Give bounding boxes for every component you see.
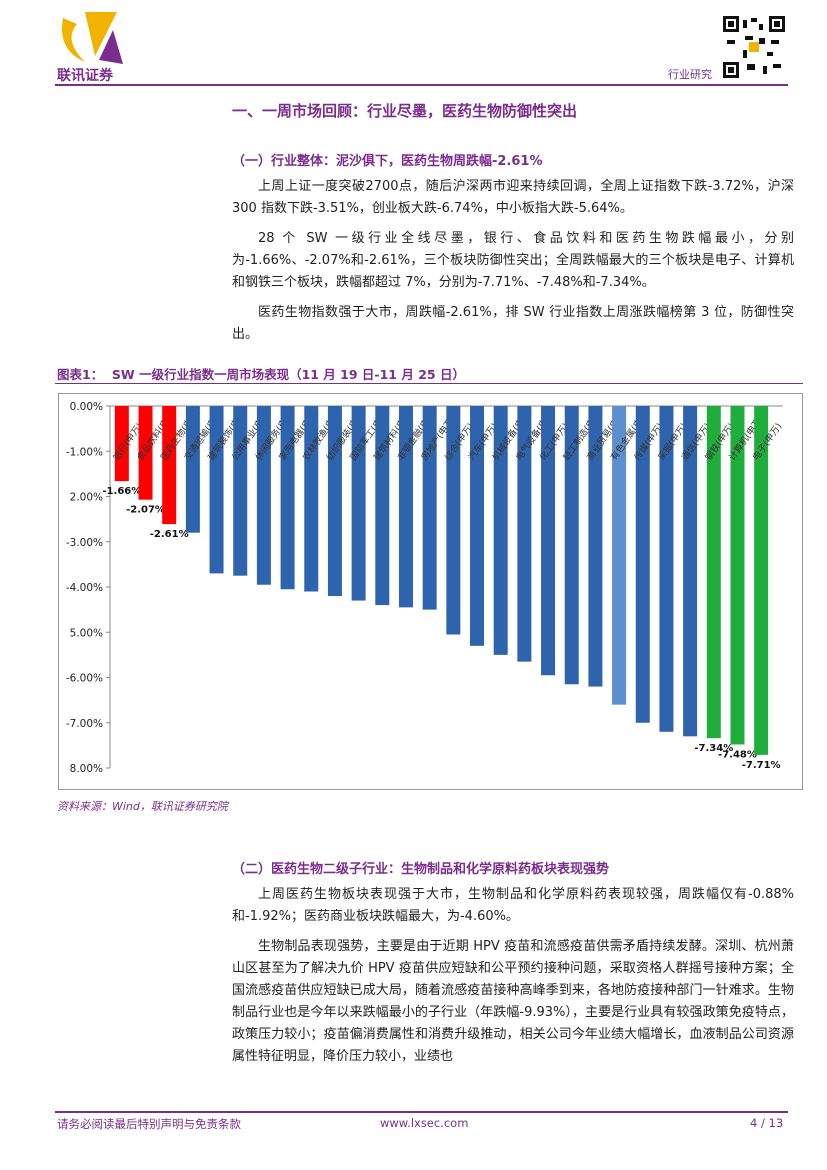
bar <box>517 406 532 662</box>
paragraph: 上周上证一度突破2700点，随后沪深两市迎来持续回调，全周上证指数下跌-3.72… <box>232 179 794 216</box>
bar <box>162 406 177 525</box>
bar <box>564 406 579 685</box>
bar <box>138 406 153 500</box>
disclaimer: 请务必阅读最后特别声明与免责条款 <box>57 1117 241 1131</box>
bar <box>422 406 437 610</box>
y-tick-label: 5.00% <box>70 627 103 639</box>
caption-rule <box>55 383 803 384</box>
bar <box>683 406 698 737</box>
bar <box>304 406 319 592</box>
bar <box>114 406 129 482</box>
chart: 0.00% -1.00% 2.00% -3.00% -4.00% 5.00% -6.00% -… <box>58 393 803 790</box>
bar <box>706 406 721 739</box>
value-label: -7.48% <box>718 749 757 760</box>
subheading: （二）医药生物二级子行业：生物制品和化学原料药板块表现强势 <box>232 862 610 877</box>
bar <box>351 406 366 601</box>
logo-shape <box>85 12 117 56</box>
page-number: 4 / 13 <box>750 1116 784 1130</box>
logo-shape <box>99 30 123 64</box>
subheading: （一）行业整体：泥沙俱下，医药生物周跌幅-2.61% <box>232 154 543 169</box>
paragraph: 28 个 SW 一级行业全线尽墨，银行、食品饮料和医药生物跌幅最小，分别为-1.… <box>232 231 794 290</box>
y-tick-label: -3.00% <box>66 537 103 549</box>
bar <box>185 406 200 533</box>
y-tick-label: 0.00% <box>70 401 103 413</box>
qr-code <box>723 16 785 78</box>
bar <box>493 406 508 655</box>
bar <box>209 406 224 574</box>
paragraph: 生物制品表现强势，主要是由于近期 HPV 疫苗和流感疫苗供需矛盾持续发酵。深圳、… <box>232 939 794 1064</box>
y-tick-label: -1.00% <box>66 446 103 458</box>
value-label: -7.71% <box>742 760 781 771</box>
company-name: 联讯证券 <box>57 67 114 84</box>
bar <box>612 406 627 705</box>
bar <box>375 406 390 606</box>
value-label: -2.07% <box>126 505 165 516</box>
value-label: -2.61% <box>150 529 189 540</box>
footer-rule <box>55 1111 788 1113</box>
bar <box>730 406 745 745</box>
header-rule <box>55 84 788 86</box>
bar <box>256 406 271 585</box>
bar <box>635 406 650 723</box>
logo-shape <box>61 18 85 62</box>
bar <box>233 406 248 576</box>
y-tick-label: -4.00% <box>66 582 103 594</box>
y-tick-label: 2.00% <box>70 492 103 504</box>
bar <box>327 406 342 597</box>
figure-caption: 图表1： SW 一级行业指数一周市场表现（11 月 19 日-11 月 25 日… <box>57 364 465 383</box>
y-tick-label: 8.00% <box>70 763 103 775</box>
paragraph: 上周医药生物板块表现强于大市，生物制品和化学原料药表现较强，周跌幅仅有-0.88… <box>232 887 794 924</box>
figure-title: SW 一级行业指数一周市场表现（11 月 19 日-11 月 25 日） <box>111 367 465 382</box>
category: 行业研究 <box>668 68 712 81</box>
bar <box>588 406 603 687</box>
bar <box>541 406 556 676</box>
bar <box>398 406 413 608</box>
website: www.lxsec.com <box>380 1116 469 1130</box>
y-tick-label: -7.00% <box>66 718 103 730</box>
value-label: -1.66% <box>102 486 141 497</box>
bar <box>280 406 295 590</box>
value-label: -7.34% <box>694 743 733 754</box>
heading: 一、一周市场回顾：行业尽墨，医药生物防御性突出 <box>232 102 578 120</box>
source: 资料来源：Wind，联讯证券研究院 <box>57 800 228 813</box>
bar <box>446 406 461 635</box>
logo: 联讯证券 <box>57 12 123 84</box>
y-tick-label: -6.00% <box>66 673 103 685</box>
bar <box>470 406 485 646</box>
bar <box>754 406 769 755</box>
section: 上周医药生物板块表现强于大市，生物制品和化学原料药表现较强，周跌幅仅有-0.88… <box>232 884 794 1068</box>
figure-label: 图表1： <box>57 367 104 382</box>
paragraph: 医药生物指数强于大市，周跌幅-2.61%，排 SW 行业指数上周涨跌幅榜第 3 … <box>232 305 794 342</box>
section: 上周上证一度突破2700点，随后沪深两市迎来持续回调，全周上证指数下跌-3.72… <box>232 176 794 346</box>
bar <box>659 406 674 732</box>
